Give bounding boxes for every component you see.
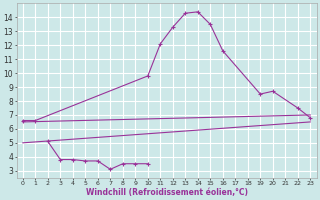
X-axis label: Windchill (Refroidissement éolien,°C): Windchill (Refroidissement éolien,°C) [85,188,248,197]
